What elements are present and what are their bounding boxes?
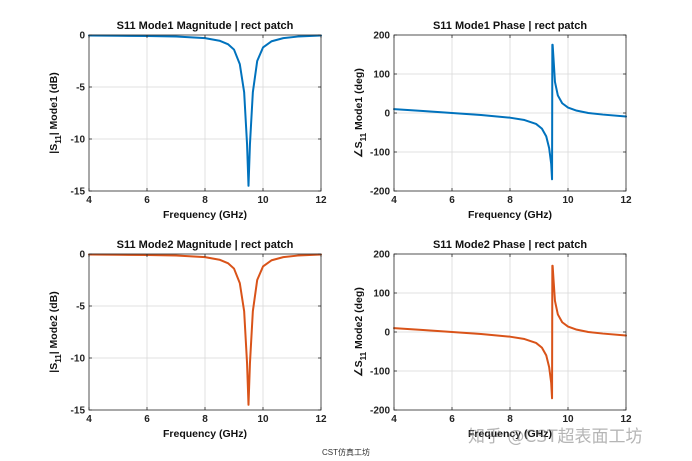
x-tick-label: 8 [507, 195, 513, 206]
chart-title: S11 Mode2 Phase | rect patch [433, 239, 587, 251]
y-axis-label-rest: | Mode1 (dB) [48, 72, 60, 135]
x-tick-label: 4 [86, 195, 92, 206]
y-tick-label: 0 [79, 250, 85, 261]
y-tick-label: 0 [79, 31, 85, 42]
series-line-1 [88, 253, 322, 406]
y-axis-label-subscript: 11 [359, 132, 368, 141]
x-tick-label: 8 [202, 195, 208, 206]
y-tick-label: 200 [373, 31, 390, 42]
y-tick-label: 0 [384, 109, 390, 120]
x-axis-label: Frequency (GHz) [468, 209, 552, 221]
x-tick-label: 6 [449, 414, 455, 425]
x-tick-label: 10 [257, 195, 269, 206]
chart-title: S11 Mode1 Magnitude | rect patch [117, 20, 294, 32]
chart-panel-3: 4 6 8 10 12 0 -5 -10 -15 S11 Mode2 Magnitude | re… [48, 239, 327, 440]
y-axis-label: ∠S11 Mode2 (deg) [353, 287, 368, 377]
chart-panel-4: 4 6 8 10 12 200 100 0 -100 -200 S11 Mode2 Phase | … [353, 239, 632, 440]
y-tick-label: 100 [373, 70, 390, 81]
x-tick-label: 12 [620, 414, 632, 425]
x-tick-label: 4 [391, 414, 397, 425]
watermark: 知乎 @CST超表面工坊 [468, 427, 643, 447]
x-tick-label: 6 [144, 195, 150, 206]
x-tick-label: 12 [315, 195, 327, 206]
x-tick-label: 12 [620, 195, 632, 206]
y-tick-label: -10 [71, 135, 86, 146]
y-axis-label-rest: | Mode2 (dB) [48, 291, 60, 354]
x-axis-label: Frequency (GHz) [163, 209, 247, 221]
chart-title: S11 Mode2 Magnitude | rect patch [117, 239, 294, 251]
x-tick-label: 10 [562, 414, 574, 425]
y-tick-label: -10 [71, 354, 86, 365]
x-tick-label: 6 [449, 195, 455, 206]
y-axis-label-main: |S [48, 144, 60, 154]
x-tick-label: 10 [257, 414, 269, 425]
x-tick-label: 4 [86, 414, 92, 425]
y-tick-label: -200 [370, 187, 390, 198]
y-tick-label: -5 [76, 302, 85, 313]
y-axis-label-subscript: 11 [54, 135, 63, 144]
y-axis-label-main: ∠S [353, 141, 365, 157]
y-tick-label: 0 [384, 328, 390, 339]
y-tick-label: -15 [71, 406, 86, 417]
chart-panel-2: 4 6 8 10 12 200 100 0 -100 -200 S11 Mode1 Phase | … [353, 20, 632, 221]
y-tick-label: -5 [76, 83, 85, 94]
x-axis-label: Frequency (GHz) [163, 428, 247, 440]
y-tick-label: -100 [370, 148, 390, 159]
series-line-1 [88, 34, 322, 187]
y-axis-label: ∠S11 Mode1 (deg) [353, 68, 368, 158]
y-axis-label-rest: Mode2 (deg) [353, 287, 365, 352]
series-line-1 [393, 43, 627, 181]
series-line-1 [393, 264, 627, 400]
x-tick-label: 6 [144, 414, 150, 425]
y-axis-label-main: ∠S [353, 360, 365, 376]
x-axis-label: Frequency (GHz) [468, 428, 552, 440]
x-tick-label: 10 [562, 195, 574, 206]
figure-caption: CST仿真工坊 [322, 448, 370, 457]
y-tick-label: -100 [370, 367, 390, 378]
y-tick-label: -15 [71, 187, 86, 198]
y-tick-label: 200 [373, 250, 390, 261]
y-tick-label: 100 [373, 289, 390, 300]
x-tick-label: 4 [391, 195, 397, 206]
y-axis-label: |S11| Mode2 (dB) [48, 291, 63, 372]
chart-panel-1: 4 6 8 10 12 0 -5 -10 -15 S11 Mode1 Magnitude | re… [48, 20, 327, 221]
x-tick-label: 8 [202, 414, 208, 425]
y-axis-label-subscript: 11 [54, 354, 63, 363]
chart-title: S11 Mode1 Phase | rect patch [433, 20, 587, 32]
x-tick-label: 12 [315, 414, 327, 425]
x-tick-label: 8 [507, 414, 513, 425]
y-axis-label: |S11| Mode1 (dB) [48, 72, 63, 153]
y-tick-label: -200 [370, 406, 390, 417]
y-axis-label-main: |S [48, 363, 60, 373]
y-axis-label-rest: Mode1 (deg) [353, 68, 365, 133]
y-axis-label-subscript: 11 [359, 351, 368, 360]
